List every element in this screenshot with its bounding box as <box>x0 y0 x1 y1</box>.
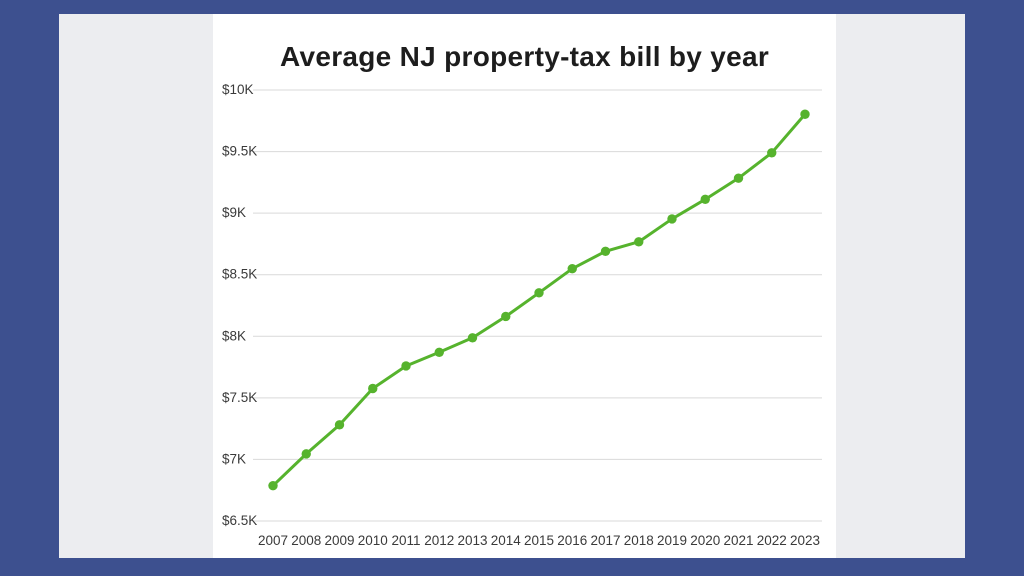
data-point-2013 <box>467 333 478 343</box>
x-tick-label: 2018 <box>624 533 654 548</box>
series-line <box>271 112 807 488</box>
data-point-2022 <box>767 148 777 158</box>
x-tick-label: 2021 <box>723 533 753 548</box>
data-point-2015 <box>534 288 544 298</box>
data-point-2014 <box>501 311 511 322</box>
page-panel: Average NJ property-tax bill by year $10… <box>59 14 965 558</box>
x-tick-label: 2007 <box>258 533 288 548</box>
data-point-2009 <box>334 420 345 430</box>
data-point-2016 <box>567 263 577 274</box>
data-point-2017 <box>600 246 611 257</box>
data-point-2007 <box>268 480 278 491</box>
y-tick-label: $7K <box>222 451 246 466</box>
x-tick-label: 2010 <box>358 533 388 548</box>
x-tick-label: 2020 <box>690 533 720 548</box>
data-point-2008 <box>301 449 311 459</box>
y-tick-label: $7.5K <box>222 390 257 405</box>
chart-card: Average NJ property-tax bill by year $10… <box>213 14 836 558</box>
data-point-2021 <box>733 173 744 183</box>
x-tick-label: 2019 <box>657 533 687 548</box>
x-tick-label: 2009 <box>324 533 354 548</box>
data-point-2010 <box>368 383 378 394</box>
x-tick-label: 2008 <box>291 533 321 548</box>
x-tick-label: 2017 <box>590 533 620 548</box>
x-tick-label: 2023 <box>790 533 820 548</box>
chart-title: Average NJ property-tax bill by year <box>279 41 770 72</box>
y-tick-label: $8.5K <box>222 267 257 282</box>
data-point-2012 <box>434 347 444 357</box>
x-tick-label: 2014 <box>491 533 522 548</box>
y-tick-label: $10K <box>222 82 254 97</box>
y-tick-label: $8K <box>222 328 246 343</box>
data-point-2018 <box>634 237 644 247</box>
y-tick-label: $9.5K <box>222 144 257 159</box>
data-point-2023 <box>800 109 810 119</box>
x-tick-label: 2011 <box>391 533 420 548</box>
x-tick-label: 2015 <box>524 533 554 548</box>
x-tick-label: 2013 <box>457 533 487 548</box>
data-point-2011 <box>401 361 411 371</box>
x-tick-label: 2022 <box>757 533 787 548</box>
data-point-2020 <box>700 194 710 205</box>
x-tick-label: 2016 <box>557 533 587 548</box>
data-point-2019 <box>667 214 677 224</box>
y-tick-label: $6.5K <box>222 513 257 528</box>
x-tick-label: 2012 <box>424 533 454 548</box>
y-tick-label: $9K <box>222 205 246 220</box>
